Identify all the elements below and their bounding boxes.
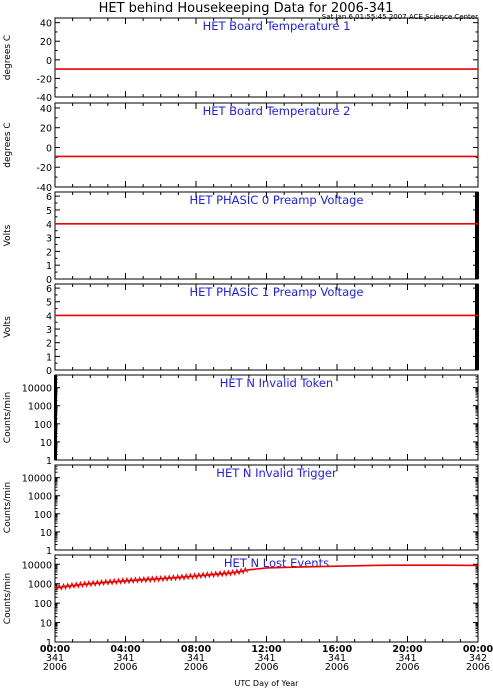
x-tick-year: 2006 (395, 662, 419, 673)
panel-title: HET Board Temperature 1 (203, 19, 351, 33)
y-axis-label: Counts/min (3, 482, 13, 533)
x-tick-time: 08:00 (181, 644, 212, 655)
x-tick-year: 2006 (254, 662, 278, 673)
y-axis-label: Counts/min (3, 573, 13, 624)
panel-3: 0 1 2 3 4 5 6 Volts HET PHASIC 0 Preamp Voltage (3, 191, 479, 286)
figure-timestamp: Sat Jan 6 01:55:45 2007 ACE Science Cent… (322, 13, 478, 21)
data-series-line (54, 564, 479, 589)
x-tick-year: 2006 (43, 662, 67, 673)
y-tick-label: 3 (46, 325, 52, 336)
y-tick-label: 10 (40, 438, 52, 449)
y-axis-label: Volts (3, 224, 13, 246)
y-tick-label: 0 (46, 143, 52, 154)
panel-title: HET N Invalid Trigger (216, 466, 337, 480)
y-tick-label: 0 (46, 366, 52, 377)
y-tick-label: 20 (40, 124, 52, 135)
x-tick-doy: 341 (328, 653, 346, 664)
y-tick-label: 1000 (28, 402, 52, 413)
y-tick-label: 1000 (28, 492, 52, 503)
x-axis-label: UTC Day of Year (235, 679, 300, 688)
x-tick-year: 2006 (325, 662, 349, 673)
y-tick-label: 1 (46, 456, 52, 467)
y-tick-label: 5 (46, 206, 52, 217)
y-tick-label: 0 (46, 56, 52, 67)
y-tick-label: 6 (46, 192, 52, 203)
panel-5: 1 10 100 1000 10000 Counts/min HET N Invalid T… (3, 374, 479, 467)
y-axis-label: Volts (3, 316, 13, 338)
x-tick-year: 2006 (184, 662, 208, 673)
y-tick-label: 20 (40, 37, 52, 48)
y-tick-label: 3 (46, 234, 52, 245)
y-tick-label: 1 (46, 638, 52, 649)
y-tick-label: 100 (34, 599, 52, 610)
x-tick-time: 16:00 (322, 644, 353, 655)
y-tick-label: 2 (46, 339, 52, 350)
y-tick-label: 1000 (28, 580, 52, 591)
x-tick-time: 12:00 (251, 644, 282, 655)
x-tick-doy: 341 (116, 653, 134, 664)
y-tick-label: 5 (46, 298, 52, 309)
y-tick-label: 1 (46, 261, 52, 272)
y-tick-label: 10 (40, 619, 52, 630)
y-tick-label: 10000 (22, 384, 52, 395)
y-tick-label: 6 (46, 284, 52, 295)
x-tick-time: 04:00 (110, 644, 141, 655)
figure-title: HET behind Housekeeping Data for 2006-34… (99, 1, 394, 16)
y-tick-label: 0 (46, 275, 52, 286)
x-tick-year: 2006 (466, 662, 490, 673)
x-tick-time: 20:00 (392, 644, 423, 655)
y-tick-label: -40 (36, 93, 52, 104)
x-tick-doy: 341 (257, 653, 275, 664)
y-tick-label: 1 (46, 546, 52, 557)
panel-4: 0 1 2 3 4 5 6 Volts HET PHASIC 1 Preamp Voltage (3, 283, 479, 377)
y-tick-label: 4 (46, 311, 52, 322)
y-tick-label: 1 (46, 352, 52, 363)
panel-title: HET PHASIC 1 Preamp Voltage (189, 285, 363, 299)
x-tick-time: 00:00 (463, 644, 493, 655)
y-axis-label: degrees C (3, 122, 13, 167)
x-tick-year: 2006 (113, 662, 137, 673)
panel-2: -40 -20 0 20 40 degrees C HET Board Temperatur… (3, 102, 479, 194)
x-tick-time: 00:00 (40, 644, 71, 655)
y-tick-label: -40 (36, 183, 52, 194)
y-tick-label: 4 (46, 220, 52, 231)
panel-6: 1 10 100 1000 10000 Counts/min HET N Invalid T… (3, 464, 479, 557)
x-tick-doy: 342 (469, 653, 487, 664)
panel-title: HET N Invalid Token (220, 376, 333, 390)
y-tick-label: -20 (36, 74, 52, 85)
y-tick-label: 10000 (22, 474, 52, 485)
data-series-oscillation (54, 566, 248, 592)
x-tick-doy: 341 (187, 653, 205, 664)
y-tick-label: 100 (34, 420, 52, 431)
y-axis-label: degrees C (3, 35, 13, 80)
x-tick-doy: 341 (398, 653, 416, 664)
x-tick-doy: 341 (46, 653, 64, 664)
y-tick-label: 40 (40, 19, 52, 30)
y-tick-label: 10000 (22, 560, 52, 571)
y-tick-label: -20 (36, 163, 52, 174)
left-edge-band (54, 375, 57, 460)
right-edge-band (475, 192, 479, 279)
right-edge-band (475, 284, 479, 370)
y-axis-label: Counts/min (3, 392, 13, 443)
y-tick-label: 40 (40, 104, 52, 115)
panel-title: HET Board Temperature 2 (203, 104, 351, 118)
panel-title: HET PHASIC 0 Preamp Voltage (189, 193, 363, 207)
y-tick-label: 100 (34, 510, 52, 521)
y-tick-label: 2 (46, 247, 52, 258)
y-tick-label: 10 (40, 528, 52, 539)
panel-1: -40 -20 0 20 40 degrees C HET Board Temperatur… (3, 17, 479, 104)
